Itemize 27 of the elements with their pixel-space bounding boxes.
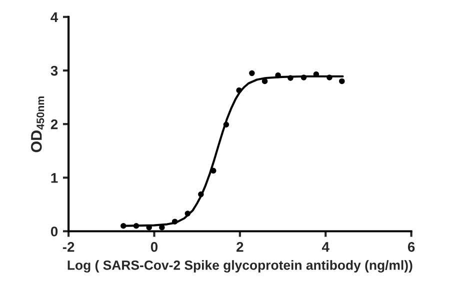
point — [339, 78, 345, 84]
x-tick-label: 0 — [150, 242, 158, 252]
point — [133, 222, 140, 229]
x-axis-title: Log ( SARS-Cov-2 Spike glycoprotein antibody (ng/ml)) — [68, 260, 412, 273]
point — [223, 122, 230, 128]
y-tick-label: 1 — [51, 173, 58, 183]
point — [262, 78, 268, 84]
point — [172, 218, 178, 224]
point — [120, 222, 126, 229]
y-tick-label: 2 — [50, 119, 58, 130]
x-tick-label: 2 — [236, 242, 244, 252]
point — [288, 75, 294, 81]
y-tick-label: 3 — [50, 66, 58, 76]
point — [326, 74, 332, 80]
point — [313, 71, 320, 78]
x-tick-label: -2 — [62, 242, 74, 252]
point — [249, 70, 255, 76]
y-tick-label: 4 — [50, 12, 58, 22]
x-tick-label: 6 — [408, 242, 415, 252]
point — [300, 74, 307, 80]
y-tick-label: 0 — [50, 226, 58, 236]
point — [236, 87, 242, 94]
point — [198, 191, 204, 198]
x-tick-label: 4 — [322, 242, 330, 252]
point — [275, 72, 281, 78]
point — [184, 210, 191, 216]
y-axis-title: OD$_{450nm}$ — [30, 96, 44, 152]
